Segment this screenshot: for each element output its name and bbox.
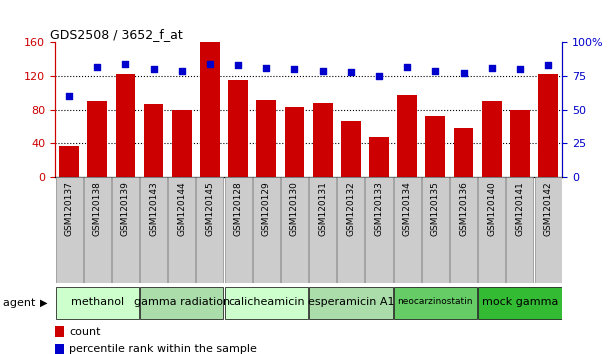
Bar	[482, 101, 502, 177]
Bar	[422, 177, 449, 283]
Bar	[168, 177, 196, 283]
Text: GSM120145: GSM120145	[205, 181, 214, 236]
Text: mock gamma: mock gamma	[481, 297, 558, 307]
Point	[64, 93, 74, 99]
Bar	[393, 287, 477, 319]
Bar	[535, 177, 562, 283]
Text: GSM120133: GSM120133	[375, 181, 384, 236]
Bar	[369, 137, 389, 177]
Bar	[341, 121, 360, 177]
Text: count: count	[69, 327, 101, 337]
Bar	[84, 177, 111, 283]
Bar	[196, 177, 224, 283]
Text: GSM120140: GSM120140	[487, 181, 496, 236]
Bar	[510, 110, 530, 177]
Bar	[257, 100, 276, 177]
Bar	[56, 177, 82, 283]
Text: GSM120138: GSM120138	[93, 181, 102, 236]
Text: methanol: methanol	[71, 297, 124, 307]
Bar	[309, 287, 392, 319]
Bar	[478, 287, 562, 319]
Bar	[144, 104, 164, 177]
Text: GSM120131: GSM120131	[318, 181, 327, 236]
Text: GSM120144: GSM120144	[177, 181, 186, 236]
Bar	[538, 74, 558, 177]
Text: GSM120137: GSM120137	[65, 181, 73, 236]
Text: GSM120132: GSM120132	[346, 181, 356, 236]
Bar	[56, 287, 139, 319]
Bar	[281, 177, 308, 283]
Bar	[112, 177, 139, 283]
Point	[205, 61, 215, 67]
Bar	[478, 177, 505, 283]
Bar	[140, 177, 167, 283]
Point	[515, 67, 525, 72]
Bar	[253, 177, 280, 283]
Bar	[225, 177, 252, 283]
Text: GSM120129: GSM120129	[262, 181, 271, 236]
Bar	[365, 177, 392, 283]
Bar	[172, 110, 192, 177]
Point	[120, 61, 130, 67]
Bar	[393, 177, 421, 283]
Text: gamma radiation: gamma radiation	[134, 297, 230, 307]
Point	[318, 68, 327, 74]
Point	[290, 67, 299, 72]
Text: GSM120128: GSM120128	[233, 181, 243, 236]
Point	[374, 73, 384, 79]
Bar	[507, 177, 533, 283]
Bar	[337, 177, 364, 283]
Text: GSM120141: GSM120141	[515, 181, 524, 236]
Bar	[397, 95, 417, 177]
Point	[543, 63, 553, 68]
Bar	[453, 128, 474, 177]
Text: GSM120139: GSM120139	[121, 181, 130, 236]
Text: percentile rank within the sample: percentile rank within the sample	[69, 344, 257, 354]
Text: GSM120130: GSM120130	[290, 181, 299, 236]
Bar	[55, 326, 64, 337]
Bar	[309, 177, 336, 283]
Point	[177, 68, 187, 74]
Text: GSM120143: GSM120143	[149, 181, 158, 236]
Bar	[229, 80, 248, 177]
Bar	[55, 344, 64, 354]
Point	[92, 64, 102, 69]
Text: ▶: ▶	[40, 298, 47, 308]
Bar	[425, 116, 445, 177]
Bar	[313, 103, 332, 177]
Bar	[450, 177, 477, 283]
Text: GSM120135: GSM120135	[431, 181, 440, 236]
Text: GSM120142: GSM120142	[544, 181, 552, 236]
Bar	[59, 146, 79, 177]
Text: neocarzinostatin: neocarzinostatin	[398, 297, 473, 307]
Point	[402, 64, 412, 69]
Point	[233, 63, 243, 68]
Text: GDS2508 / 3652_f_at: GDS2508 / 3652_f_at	[50, 28, 183, 41]
Bar	[140, 287, 224, 319]
Bar	[200, 42, 220, 177]
Bar	[285, 107, 304, 177]
Point	[148, 67, 158, 72]
Bar	[225, 287, 308, 319]
Bar	[115, 74, 135, 177]
Bar	[87, 101, 107, 177]
Text: esperamicin A1: esperamicin A1	[307, 297, 394, 307]
Point	[487, 65, 497, 71]
Point	[430, 68, 440, 74]
Text: GSM120136: GSM120136	[459, 181, 468, 236]
Text: agent: agent	[3, 298, 39, 308]
Point	[346, 69, 356, 75]
Point	[459, 70, 469, 76]
Text: calicheamicin: calicheamicin	[228, 297, 305, 307]
Point	[262, 65, 271, 71]
Text: GSM120134: GSM120134	[403, 181, 412, 236]
